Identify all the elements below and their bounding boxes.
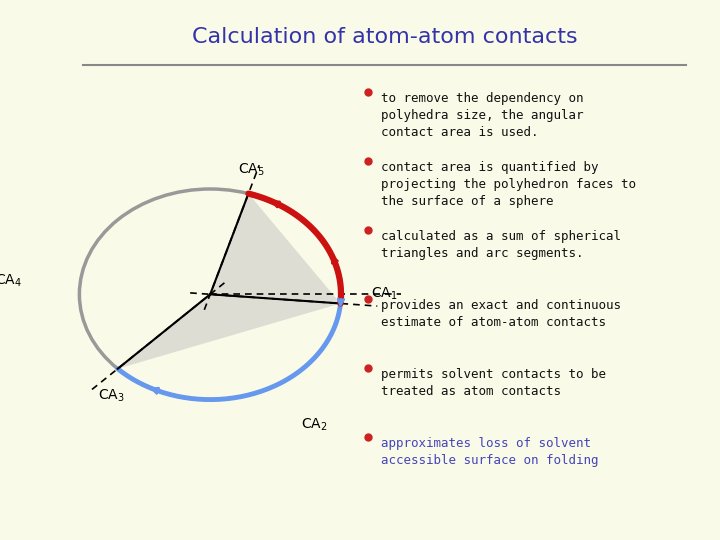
- Text: calculated as a sum of spherical
triangles and arc segments.: calculated as a sum of spherical triangl…: [382, 230, 621, 260]
- Text: CA$_2$: CA$_2$: [301, 417, 328, 433]
- Polygon shape: [117, 194, 341, 369]
- Text: CA$_5$: CA$_5$: [238, 162, 265, 179]
- Text: to remove the dependency on
polyhedra size, the angular
contact area is used.: to remove the dependency on polyhedra si…: [382, 92, 584, 139]
- Text: contact area is quantified by
projecting the polyhedron faces to
the surface of : contact area is quantified by projecting…: [382, 161, 636, 208]
- Text: approximates loss of solvent
accessible surface on folding: approximates loss of solvent accessible …: [382, 437, 599, 468]
- Text: permits solvent contacts to be
treated as atom contacts: permits solvent contacts to be treated a…: [382, 368, 606, 399]
- Text: CA$_3$: CA$_3$: [98, 388, 125, 404]
- Text: provides an exact and continuous
estimate of atom-atom contacts: provides an exact and continuous estimat…: [382, 299, 621, 329]
- Text: CA$_4$: CA$_4$: [0, 273, 22, 289]
- Text: Calculation of atom-atom contacts: Calculation of atom-atom contacts: [192, 27, 577, 47]
- Text: CA$_1$: CA$_1$: [371, 286, 397, 302]
